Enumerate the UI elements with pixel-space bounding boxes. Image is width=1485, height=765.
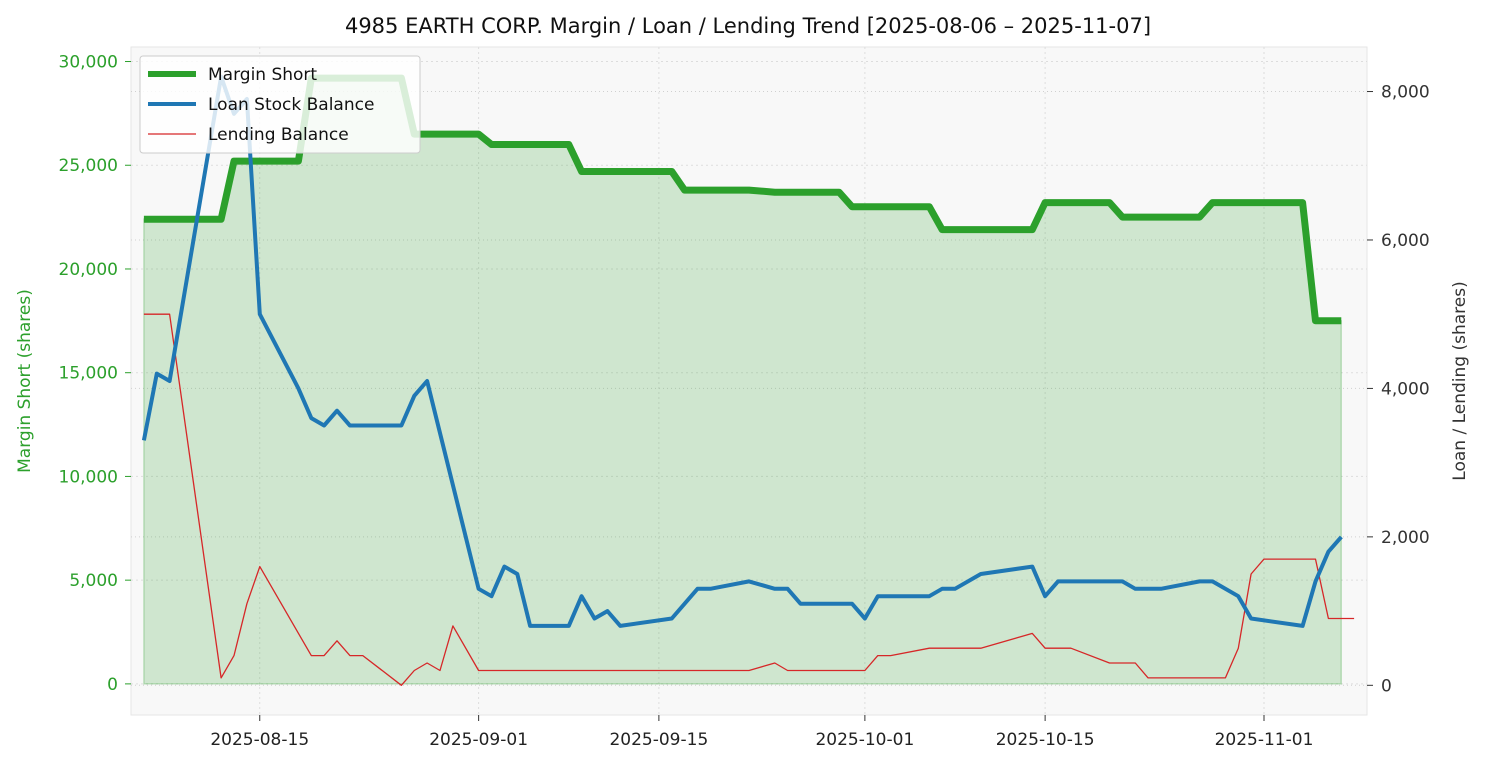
y-left-tick-label: 0 [107, 675, 118, 695]
x-tick-label: 2025-08-15 [210, 730, 309, 750]
y-right-tick-label: 2,000 [1381, 528, 1430, 548]
chart-title: 4985 EARTH CORP. Margin / Loan / Lending… [345, 14, 1151, 38]
y-axis-right-label: Loan / Lending (shares) [1450, 281, 1470, 480]
y-left-tick-label: 20,000 [59, 260, 118, 280]
series-line-loan-stock-balance [141, 74, 1343, 628]
y-right-tick-label: 8,000 [1381, 83, 1430, 103]
axes-layer: 2025-08-15 2025-09-01 2025-09-15 2025-10-01… [59, 53, 1430, 750]
y-left-tick-label: 10,000 [59, 467, 118, 487]
y-left-tick-label: 30,000 [59, 53, 118, 73]
series-line-lending-balance [143, 313, 1355, 686]
legend-label-loan-stock-balance: Loan Stock Balance [208, 95, 374, 115]
y-left-tick-label: 5,000 [69, 571, 118, 591]
legend-label-lending-balance: Lending Balance [208, 125, 349, 145]
y-left-tick-label: 25,000 [59, 156, 118, 176]
y-right-tick-label: 6,000 [1381, 231, 1430, 251]
y-left-tick-label: 15,000 [59, 364, 118, 384]
legend-label-margin-short: Margin Short [208, 65, 317, 85]
y-right-tick-label: 4,000 [1381, 379, 1430, 399]
x-tick-label: 2025-11-01 [1215, 730, 1314, 750]
x-tick-label: 2025-10-01 [815, 730, 914, 750]
x-tick-label: 2025-09-01 [429, 730, 528, 750]
plot-background [130, 46, 1368, 716]
x-tick-label: 2025-10-15 [996, 730, 1095, 750]
legend-box [139, 55, 421, 154]
y-right-tick-label: 0 [1381, 676, 1392, 696]
legend: Margin Short Loan Stock Balance Lending … [139, 55, 421, 154]
y-axis-left-label: Margin Short (shares) [15, 289, 35, 473]
x-tick-label: 2025-09-15 [609, 730, 708, 750]
